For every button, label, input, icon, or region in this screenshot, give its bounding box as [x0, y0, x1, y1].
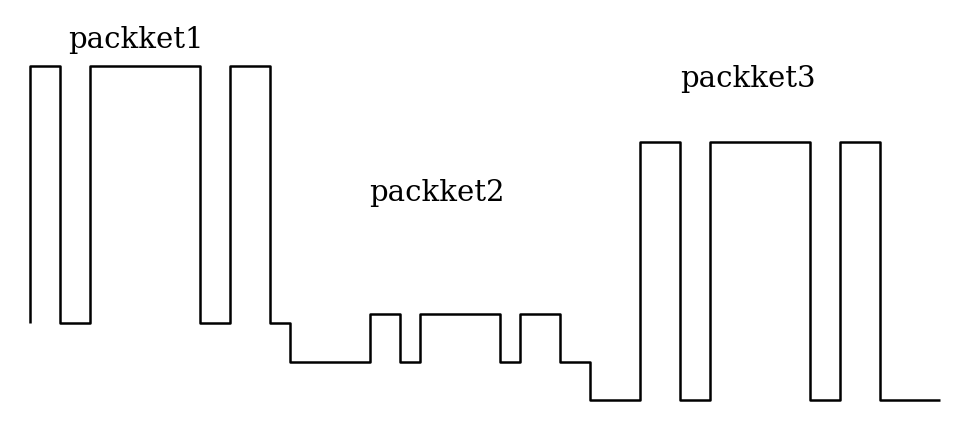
Text: packket3: packket3: [680, 65, 816, 93]
Text: packket2: packket2: [369, 179, 505, 207]
Text: packket1: packket1: [68, 25, 204, 53]
